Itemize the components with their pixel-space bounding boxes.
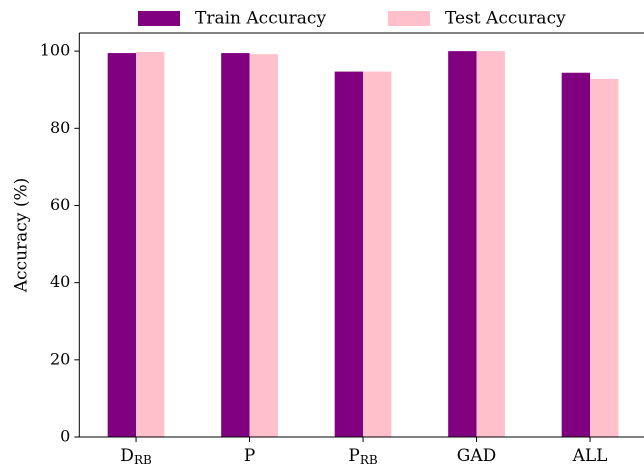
bar xyxy=(334,71,364,438)
bar xyxy=(363,71,392,438)
y-tick-label: 60 xyxy=(50,195,70,214)
bar xyxy=(136,51,165,438)
category-subscript: RB xyxy=(134,453,152,466)
legend-label: Train Accuracy xyxy=(195,9,326,29)
legend-label: Test Accuracy xyxy=(445,9,566,29)
y-tick-label: 20 xyxy=(50,349,70,368)
x-tick-label: DRB xyxy=(120,446,152,466)
x-tick-label: ALL xyxy=(572,446,608,466)
bar xyxy=(249,54,278,438)
category-name: ALL xyxy=(572,446,608,466)
y-tick-label: 100 xyxy=(40,41,71,60)
x-tick-label: P xyxy=(244,446,255,466)
bar xyxy=(590,78,619,438)
category-subscript: RB xyxy=(360,453,378,466)
category-name: P xyxy=(244,446,255,466)
y-tick-label: 0 xyxy=(60,427,70,446)
x-tick-label: PRB xyxy=(348,446,377,466)
legend-swatch xyxy=(138,11,180,26)
bar xyxy=(476,51,505,438)
bar xyxy=(448,51,477,438)
y-tick-label: 40 xyxy=(50,272,70,291)
x-tick-label: GAD xyxy=(457,446,497,466)
legend-swatch xyxy=(388,11,430,26)
category-name: P xyxy=(348,446,359,466)
bar xyxy=(221,53,250,438)
bar xyxy=(561,72,591,438)
y-tick-label: 80 xyxy=(50,118,70,137)
y-axis-label: Accuracy (%) xyxy=(12,178,32,293)
bar xyxy=(107,53,137,438)
category-name: GAD xyxy=(457,446,497,466)
category-name: D xyxy=(120,446,134,466)
